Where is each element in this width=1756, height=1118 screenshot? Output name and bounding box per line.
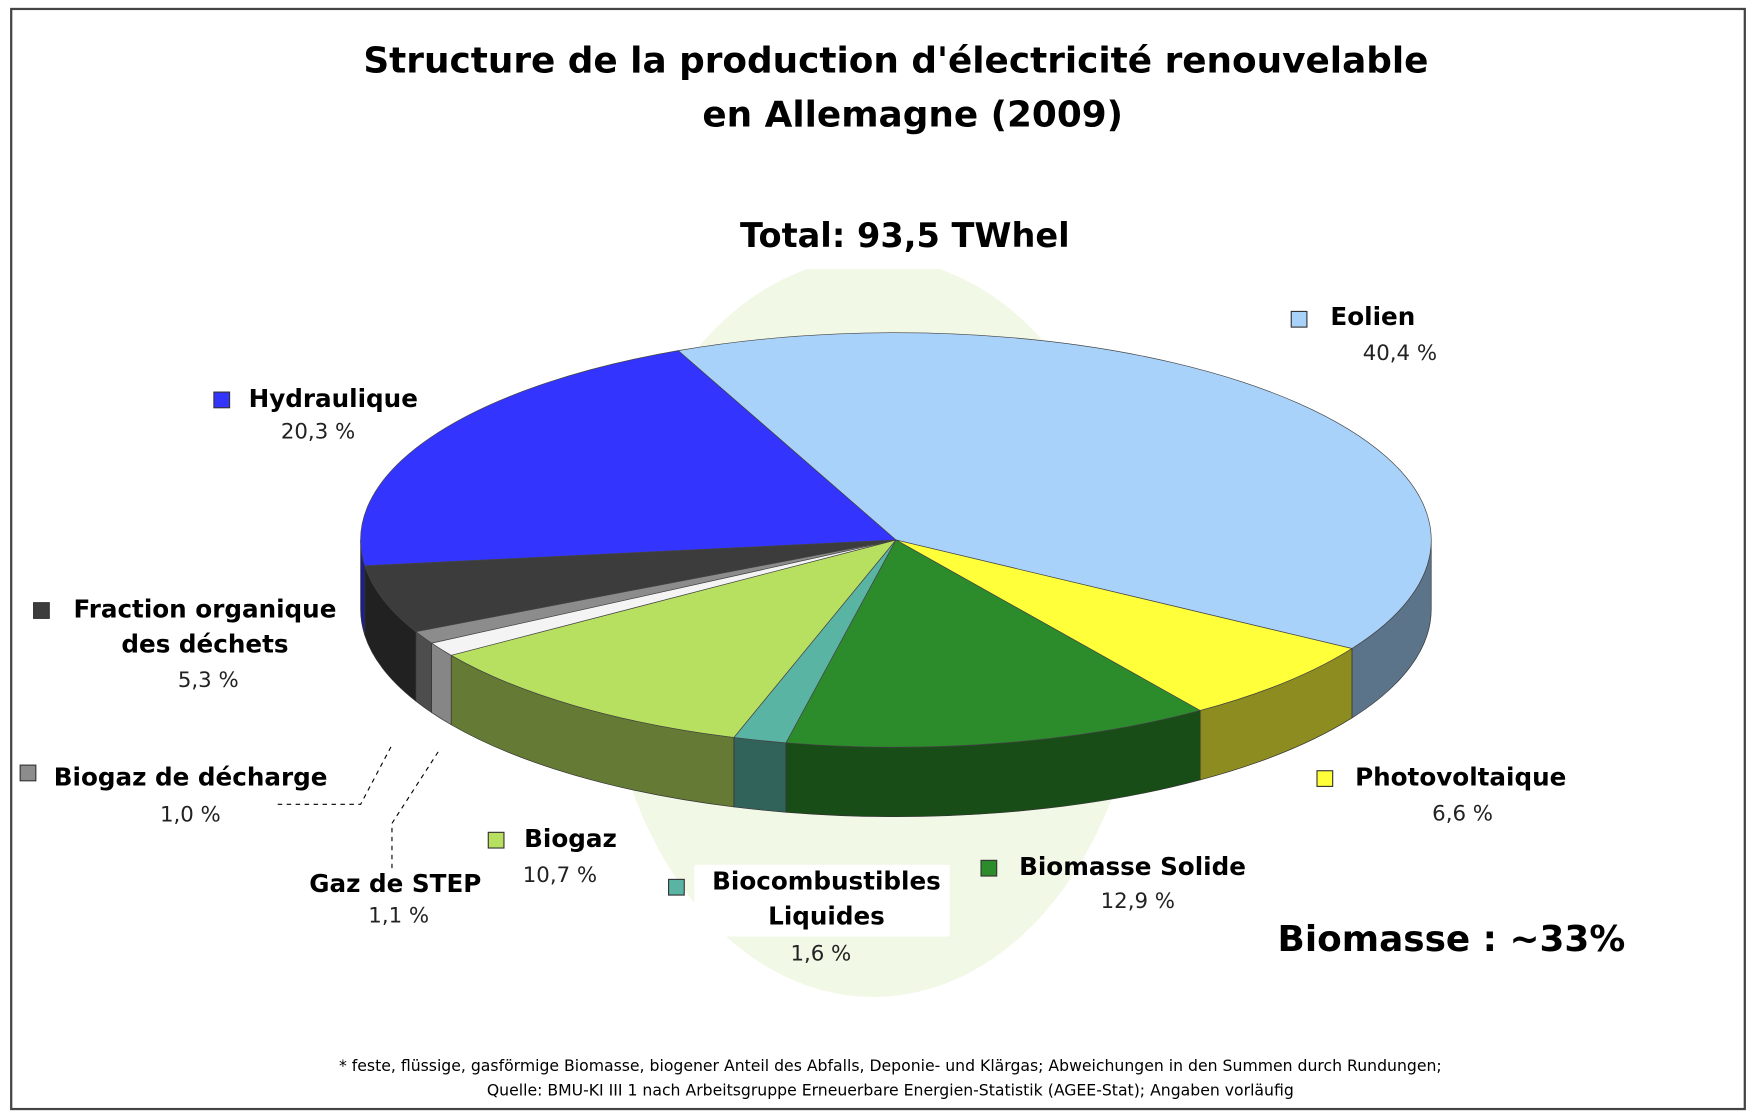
slice	[450, 539, 897, 738]
slice	[364, 539, 896, 632]
slice	[360, 350, 897, 567]
legend-swatch	[1290, 310, 1308, 328]
value-label: 12,9 %	[1101, 889, 1175, 914]
pie	[360, 332, 1432, 817]
slice-side	[733, 737, 787, 813]
chart-title: Structure de la production d'électricité…	[363, 41, 1428, 82]
category-label: Gaz de STEP	[309, 869, 481, 898]
leader-line	[391, 750, 440, 869]
chart-title: en Allemagne (2009)	[702, 95, 1123, 136]
legend-swatch	[1316, 770, 1334, 787]
value-label: 20,3 %	[281, 419, 355, 444]
annotation-box	[705, 207, 1109, 269]
category-label: Biocombustibles Liquides	[712, 867, 941, 931]
value-label: 1,0 %	[160, 803, 221, 828]
category-label: Hydraulique	[249, 384, 418, 413]
category-label: Biogaz	[524, 824, 617, 853]
annotation: Biomasse : ~33%	[1278, 919, 1626, 960]
category-label: Biomasse Solide	[1019, 852, 1246, 881]
value-label: 1,6 %	[790, 941, 851, 966]
label-box	[694, 864, 950, 937]
category-label: Biogaz de décharge	[54, 763, 328, 792]
value-label: 1,1 %	[368, 903, 429, 928]
slice	[895, 539, 1353, 711]
slice	[677, 332, 1432, 649]
footnote: Quelle: BMU-KI III 1 nach Arbeitsgruppe …	[487, 1081, 1294, 1100]
slice-side	[431, 642, 452, 726]
legend-swatch	[19, 764, 37, 782]
legend-swatch	[668, 878, 685, 896]
legend-swatch	[213, 391, 231, 409]
value-label: 40,4 %	[1363, 341, 1437, 366]
value-label: 5,3 %	[178, 668, 239, 693]
slice	[785, 539, 1202, 748]
annotation: Total: 93,5 TWhel	[740, 216, 1070, 255]
category-label: Eolien	[1330, 302, 1415, 331]
labels: Eolien 40,4 % Photovoltaique 6,6 % Biomasse …	[19, 302, 1566, 966]
legend-swatch	[980, 859, 998, 877]
category-label: Photovoltaique	[1355, 763, 1566, 792]
category-label: Fraction organique des déchets	[73, 595, 336, 659]
legend-swatch	[33, 602, 50, 619]
legend-swatch	[487, 831, 505, 849]
value-label: 6,6 %	[1432, 801, 1493, 826]
value-label: 10,7 %	[523, 863, 597, 888]
footnote: * feste, flüssige, gasförmige Biomasse, …	[339, 1056, 1442, 1075]
leader-line	[277, 744, 393, 805]
slice-side	[415, 630, 432, 714]
